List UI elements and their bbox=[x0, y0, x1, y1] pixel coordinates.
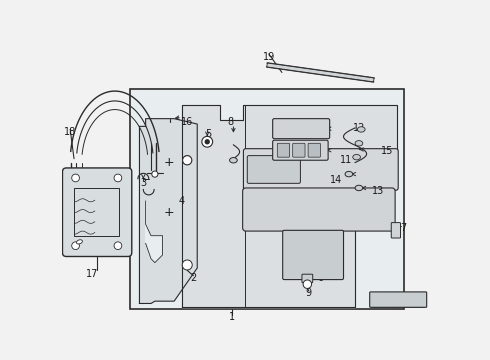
Ellipse shape bbox=[345, 171, 353, 177]
FancyBboxPatch shape bbox=[283, 230, 343, 280]
Text: +: + bbox=[164, 206, 174, 219]
Circle shape bbox=[114, 242, 122, 249]
Ellipse shape bbox=[357, 127, 365, 132]
Text: 12: 12 bbox=[353, 123, 365, 133]
Polygon shape bbox=[182, 105, 397, 307]
Circle shape bbox=[114, 174, 122, 182]
Ellipse shape bbox=[355, 185, 363, 191]
Text: 13: 13 bbox=[372, 186, 384, 196]
Text: 15: 15 bbox=[381, 146, 393, 156]
Ellipse shape bbox=[229, 158, 237, 163]
FancyBboxPatch shape bbox=[243, 188, 395, 231]
Bar bbox=[130, 89, 404, 309]
FancyBboxPatch shape bbox=[369, 292, 427, 307]
Text: 4: 4 bbox=[179, 196, 185, 206]
Circle shape bbox=[204, 139, 210, 144]
FancyBboxPatch shape bbox=[293, 143, 305, 157]
FancyBboxPatch shape bbox=[302, 274, 313, 283]
Ellipse shape bbox=[355, 141, 363, 146]
Text: 10: 10 bbox=[397, 292, 409, 302]
FancyBboxPatch shape bbox=[272, 119, 330, 139]
FancyBboxPatch shape bbox=[62, 168, 132, 256]
Text: 19: 19 bbox=[263, 52, 275, 62]
Text: 16: 16 bbox=[181, 117, 194, 127]
Circle shape bbox=[202, 136, 213, 147]
Text: 1: 1 bbox=[229, 312, 235, 322]
Bar bbox=[74, 188, 119, 236]
Circle shape bbox=[72, 174, 79, 182]
Circle shape bbox=[303, 280, 312, 288]
Text: 11: 11 bbox=[340, 155, 352, 165]
Ellipse shape bbox=[353, 154, 361, 160]
FancyBboxPatch shape bbox=[391, 222, 400, 238]
Text: 2: 2 bbox=[190, 273, 196, 283]
Text: 14: 14 bbox=[330, 175, 342, 185]
Bar bbox=[131, 90, 403, 308]
Text: 5: 5 bbox=[206, 129, 212, 139]
Polygon shape bbox=[267, 63, 374, 82]
Text: 17: 17 bbox=[86, 269, 98, 279]
Text: 6: 6 bbox=[318, 273, 323, 283]
FancyBboxPatch shape bbox=[277, 143, 290, 157]
Polygon shape bbox=[140, 119, 197, 303]
Text: 9: 9 bbox=[306, 288, 312, 298]
FancyBboxPatch shape bbox=[244, 149, 398, 190]
Circle shape bbox=[183, 156, 192, 165]
FancyBboxPatch shape bbox=[272, 140, 328, 160]
Ellipse shape bbox=[76, 240, 82, 244]
FancyBboxPatch shape bbox=[247, 156, 300, 183]
Text: 3: 3 bbox=[140, 178, 147, 188]
Polygon shape bbox=[146, 201, 163, 263]
Text: 18: 18 bbox=[64, 127, 76, 137]
Circle shape bbox=[182, 260, 192, 270]
Text: 7: 7 bbox=[400, 223, 406, 233]
Text: +: + bbox=[164, 156, 174, 169]
Text: 8: 8 bbox=[227, 117, 233, 127]
FancyBboxPatch shape bbox=[308, 143, 320, 157]
Circle shape bbox=[152, 171, 158, 177]
Circle shape bbox=[72, 242, 79, 249]
